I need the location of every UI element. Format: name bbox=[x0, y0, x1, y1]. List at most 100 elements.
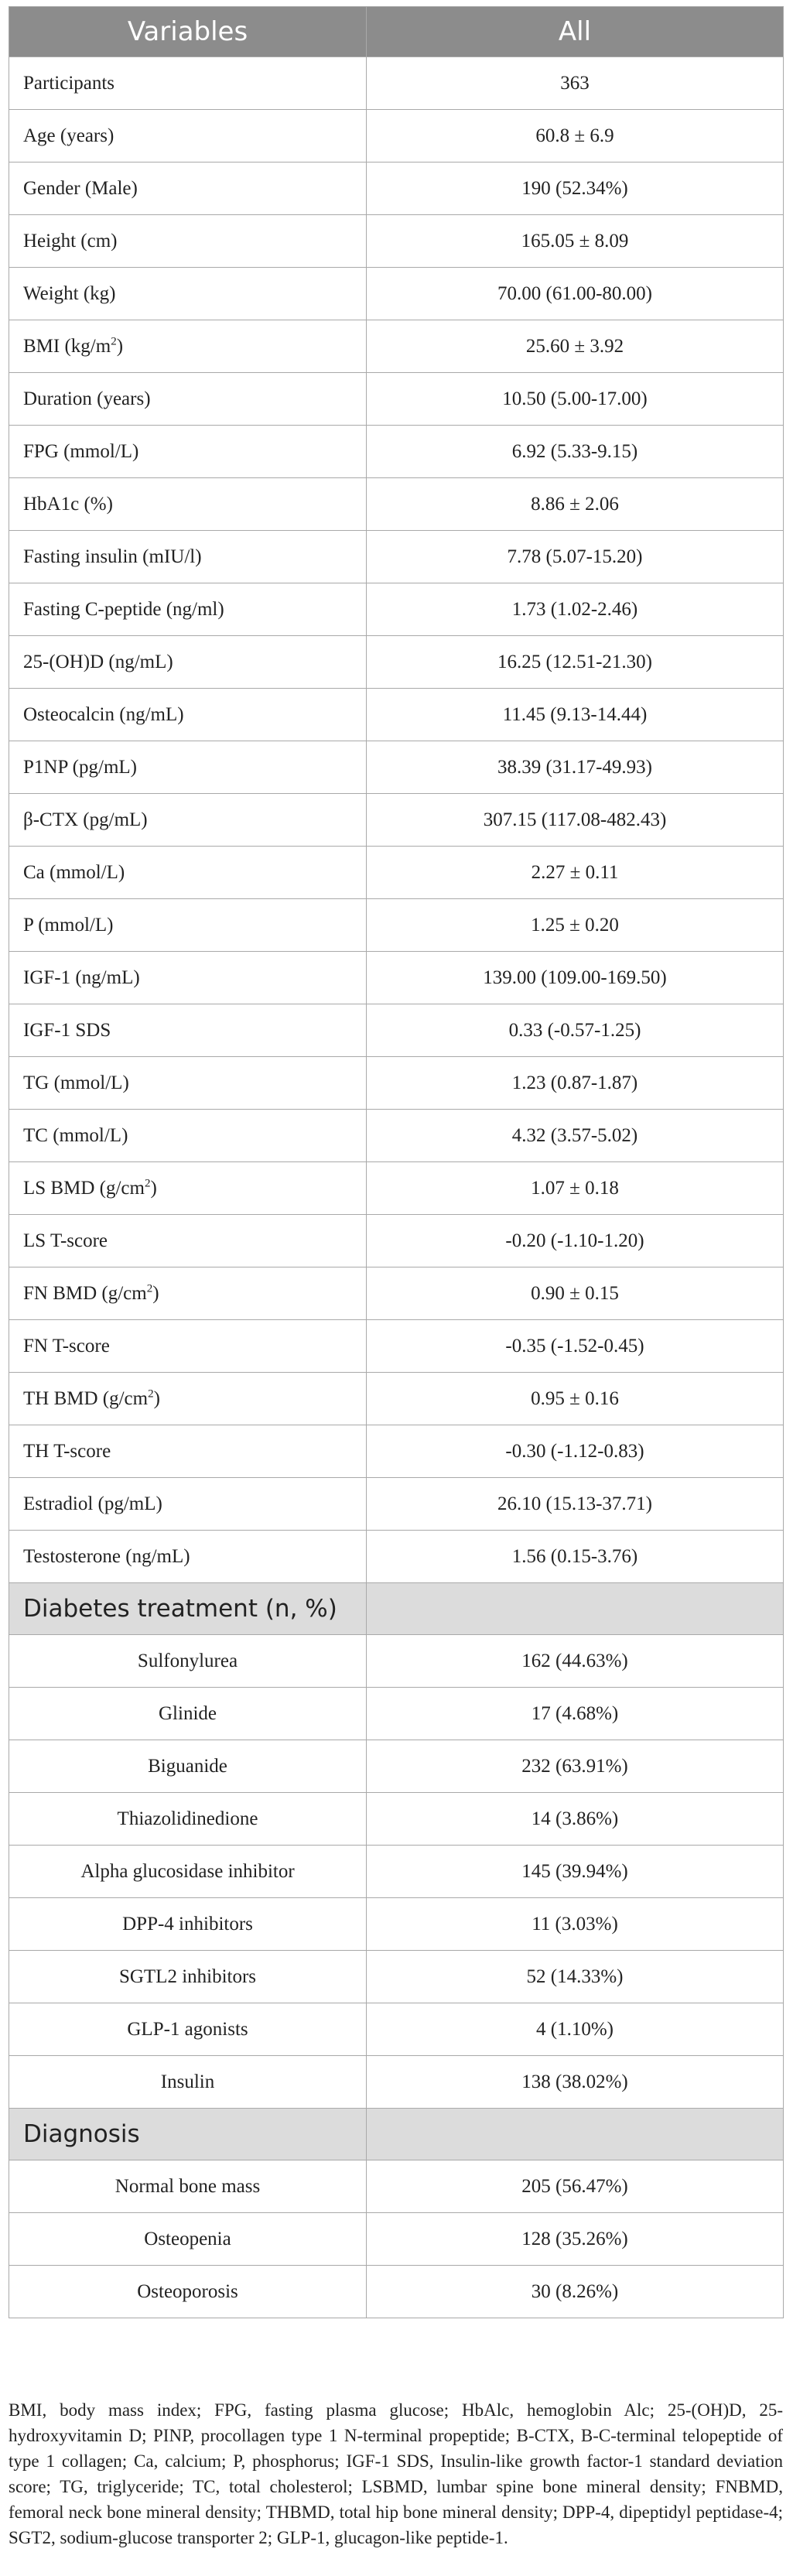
table-footnote: BMI, body mass index; FPG, fasting plasm… bbox=[9, 2400, 783, 2547]
table-row: Fasting C-peptide (ng/ml) 1.73 (1.02-2.46… bbox=[9, 583, 784, 636]
table-body: Participants 363 Age (years) 60.8 ± 6.9 Gend… bbox=[9, 56, 784, 2318]
variable-value: 38.39 (31.17-49.93) bbox=[366, 741, 784, 794]
variable-value: 1.73 (1.02-2.46) bbox=[366, 583, 784, 636]
table-row: Biguanide 232 (63.91%) bbox=[9, 1740, 784, 1793]
table-row: Duration (years) 10.50 (5.00-17.00) bbox=[9, 372, 784, 426]
variable-value: 4.32 (3.57-5.02) bbox=[366, 1109, 784, 1162]
variable-value: 70.00 (61.00-80.00) bbox=[366, 267, 784, 320]
table-row: Participants 363 bbox=[9, 56, 784, 110]
baseline-characteristics-table: Variables All Participants 363 Age (years)… bbox=[9, 6, 784, 2318]
table-row: Insulin 138 (38.02%) bbox=[9, 2055, 784, 2109]
variable-label: Ca (mmol/L) bbox=[9, 846, 367, 899]
table-row: Osteocalcin (ng/mL) 11.45 (9.13-14.44) bbox=[9, 688, 784, 741]
variable-value: 165.05 ± 8.09 bbox=[366, 214, 784, 268]
table-row: Osteoporosis 30 (8.26%) bbox=[9, 2265, 784, 2318]
table-row: Testosterone (ng/mL) 1.56 (0.15-3.76) bbox=[9, 1530, 784, 1583]
table-row: Thiazolidinedione 14 (3.86%) bbox=[9, 1792, 784, 1846]
variable-label: Duration (years) bbox=[9, 372, 367, 426]
table-row: Age (years) 60.8 ± 6.9 bbox=[9, 109, 784, 162]
variable-value: 6.92 (5.33-9.15) bbox=[366, 425, 784, 478]
variable-value: 307.15 (117.08-482.43) bbox=[366, 793, 784, 847]
variable-label: FN BMD (g/cm2) bbox=[9, 1267, 367, 1320]
table-row: Sulfonylurea 162 (44.63%) bbox=[9, 1634, 784, 1688]
table-row: 25-(OH)D (ng/mL) 16.25 (12.51-21.30) bbox=[9, 635, 784, 689]
table-row: FN T-score -0.35 (-1.52-0.45) bbox=[9, 1319, 784, 1373]
variable-value: 145 (39.94%) bbox=[366, 1845, 784, 1898]
table-row: P (mmol/L) 1.25 ± 0.20 bbox=[9, 898, 784, 952]
variable-value: 14 (3.86%) bbox=[366, 1792, 784, 1846]
table-row: IGF-1 (ng/mL) 139.00 (109.00-169.50) bbox=[9, 951, 784, 1004]
variable-value: 205 (56.47%) bbox=[366, 2160, 784, 2213]
variable-label: SGTL2 inhibitors bbox=[9, 1950, 367, 2003]
variable-label: P1NP (pg/mL) bbox=[9, 741, 367, 794]
variable-value: 52 (14.33%) bbox=[366, 1950, 784, 2003]
header-variables: Variables bbox=[9, 6, 367, 57]
variable-value: 8.86 ± 2.06 bbox=[366, 477, 784, 531]
variable-label: TG (mmol/L) bbox=[9, 1056, 367, 1110]
table-row: Glinide 17 (4.68%) bbox=[9, 1687, 784, 1740]
variable-label: Fasting C-peptide (ng/ml) bbox=[9, 583, 367, 636]
table-row: P1NP (pg/mL) 38.39 (31.17-49.93) bbox=[9, 741, 784, 794]
table-row: BMI (kg/m2) 25.60 ± 3.92 bbox=[9, 320, 784, 373]
variable-label: Weight (kg) bbox=[9, 267, 367, 320]
baseline-table-container: Variables All Participants 363 Age (years)… bbox=[9, 6, 784, 2318]
variable-value: 1.25 ± 0.20 bbox=[366, 898, 784, 952]
table-row: TC (mmol/L) 4.32 (3.57-5.02) bbox=[9, 1109, 784, 1162]
variable-label: FPG (mmol/L) bbox=[9, 425, 367, 478]
table-row: DPP-4 inhibitors 11 (3.03%) bbox=[9, 1897, 784, 1951]
variable-label: Participants bbox=[9, 56, 367, 110]
variable-value: 11 (3.03%) bbox=[366, 1897, 784, 1951]
table-row: Weight (kg) 70.00 (61.00-80.00) bbox=[9, 267, 784, 320]
variable-label: Fasting insulin (mIU/l) bbox=[9, 530, 367, 583]
variable-value: 0.33 (-0.57-1.25) bbox=[366, 1004, 784, 1057]
variable-label: TC (mmol/L) bbox=[9, 1109, 367, 1162]
table-row: HbA1c (%) 8.86 ± 2.06 bbox=[9, 477, 784, 531]
variable-label: LS T-score bbox=[9, 1214, 367, 1267]
table-header-row: Variables All bbox=[9, 6, 784, 57]
variable-label: IGF-1 SDS bbox=[9, 1004, 367, 1057]
variable-label: Normal bone mass bbox=[9, 2160, 367, 2213]
table-row: Fasting insulin (mIU/l) 7.78 (5.07-15.20) bbox=[9, 530, 784, 583]
variable-label: HbA1c (%) bbox=[9, 477, 367, 531]
table-row: Ca (mmol/L) 2.27 ± 0.11 bbox=[9, 846, 784, 899]
table-row: β-CTX (pg/mL) 307.15 (117.08-482.43) bbox=[9, 793, 784, 847]
section-diabetes-treatment: Diabetes treatment (n, %) bbox=[9, 1582, 784, 1635]
variable-label: Testosterone (ng/mL) bbox=[9, 1530, 367, 1583]
variable-value: 11.45 (9.13-14.44) bbox=[366, 688, 784, 741]
section-title: Diabetes treatment (n, %) bbox=[9, 1582, 367, 1635]
variable-label: Biguanide bbox=[9, 1740, 367, 1793]
table-row: LS T-score -0.20 (-1.10-1.20) bbox=[9, 1214, 784, 1267]
variable-value: 7.78 (5.07-15.20) bbox=[366, 530, 784, 583]
variable-value: 25.60 ± 3.92 bbox=[366, 320, 784, 373]
variable-label: Thiazolidinedione bbox=[9, 1792, 367, 1846]
variable-label: Estradiol (pg/mL) bbox=[9, 1477, 367, 1531]
header-all: All bbox=[366, 6, 784, 57]
variable-value: 139.00 (109.00-169.50) bbox=[366, 951, 784, 1004]
variable-label: Osteocalcin (ng/mL) bbox=[9, 688, 367, 741]
variable-value: 4 (1.10%) bbox=[366, 2003, 784, 2056]
variable-label: Gender (Male) bbox=[9, 162, 367, 215]
variable-value: 60.8 ± 6.9 bbox=[366, 109, 784, 162]
table-row: GLP-1 agonists 4 (1.10%) bbox=[9, 2003, 784, 2056]
variable-value: 138 (38.02%) bbox=[366, 2055, 784, 2109]
section-empty-cell bbox=[366, 2108, 784, 2160]
table-row: LS BMD (g/cm2) 1.07 ± 0.18 bbox=[9, 1161, 784, 1215]
variable-label: TH T-score bbox=[9, 1425, 367, 1478]
variable-value: 2.27 ± 0.11 bbox=[366, 846, 784, 899]
variable-value: 0.90 ± 0.15 bbox=[366, 1267, 784, 1320]
variable-value: 0.95 ± 0.16 bbox=[366, 1372, 784, 1425]
table-row: SGTL2 inhibitors 52 (14.33%) bbox=[9, 1950, 784, 2003]
section-title: Diagnosis bbox=[9, 2108, 367, 2160]
variable-label: Osteoporosis bbox=[9, 2265, 367, 2318]
variable-value: 162 (44.63%) bbox=[366, 1634, 784, 1688]
variable-label: β-CTX (pg/mL) bbox=[9, 793, 367, 847]
variable-label: Insulin bbox=[9, 2055, 367, 2109]
variable-value: -0.30 (-1.12-0.83) bbox=[366, 1425, 784, 1478]
variable-value: 16.25 (12.51-21.30) bbox=[366, 635, 784, 689]
variable-value: 363 bbox=[366, 56, 784, 110]
table-row: Alpha glucosidase inhibitor 145 (39.94%) bbox=[9, 1845, 784, 1898]
variable-value: 1.23 (0.87-1.87) bbox=[366, 1056, 784, 1110]
variable-label: Alpha glucosidase inhibitor bbox=[9, 1845, 367, 1898]
variable-label: Age (years) bbox=[9, 109, 367, 162]
section-empty-cell bbox=[366, 1582, 784, 1635]
